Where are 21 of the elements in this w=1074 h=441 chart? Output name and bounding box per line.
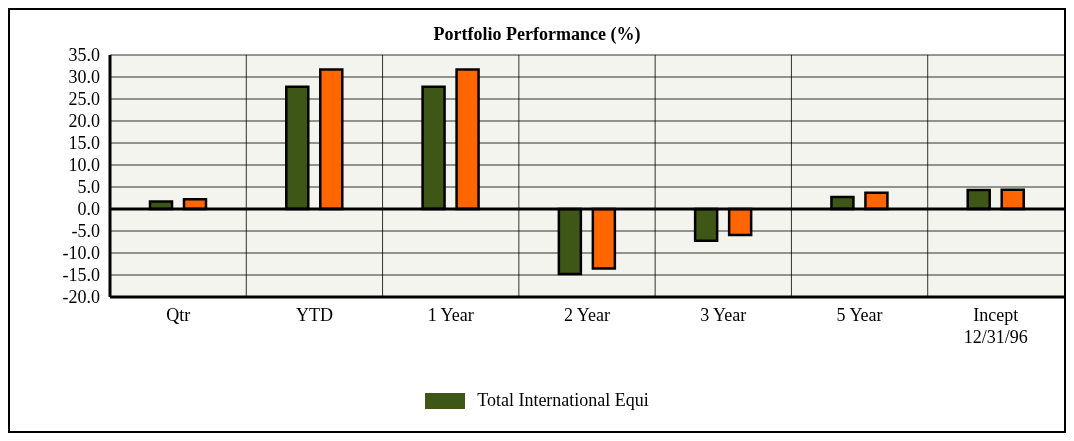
y-tick-label: 30.0 [68, 67, 100, 88]
y-tick-label: -20.0 [62, 287, 100, 308]
y-tick-label: 0.0 [77, 199, 100, 220]
y-tick-label: -15.0 [62, 265, 100, 286]
y-tick-label: 5.0 [77, 177, 100, 198]
x-tick-label: 5 Year [836, 305, 883, 325]
x-tick-label: Qtr [166, 305, 191, 325]
y-tick-label: -5.0 [71, 221, 100, 242]
legend-label: Total International Equi [477, 390, 649, 411]
y-tick-label: 25.0 [68, 89, 100, 110]
chart-title: Portfolio Performance (%) [432, 24, 642, 45]
y-tick-label: 10.0 [68, 155, 100, 176]
x-tick-label: Incept 12/31/96 [963, 305, 1028, 347]
y-tick-label: 20.0 [68, 111, 100, 132]
x-tick-label: 2 Year [563, 305, 611, 325]
y-tick-label: -10.0 [62, 243, 100, 264]
x-tick-label: 3 Year [700, 305, 747, 325]
y-tick-label: 35.0 [68, 45, 100, 66]
y-tick-label: 15.0 [68, 133, 100, 154]
x-tick-label: YTD [295, 305, 333, 325]
x-tick-label: 1 Year [427, 305, 474, 325]
